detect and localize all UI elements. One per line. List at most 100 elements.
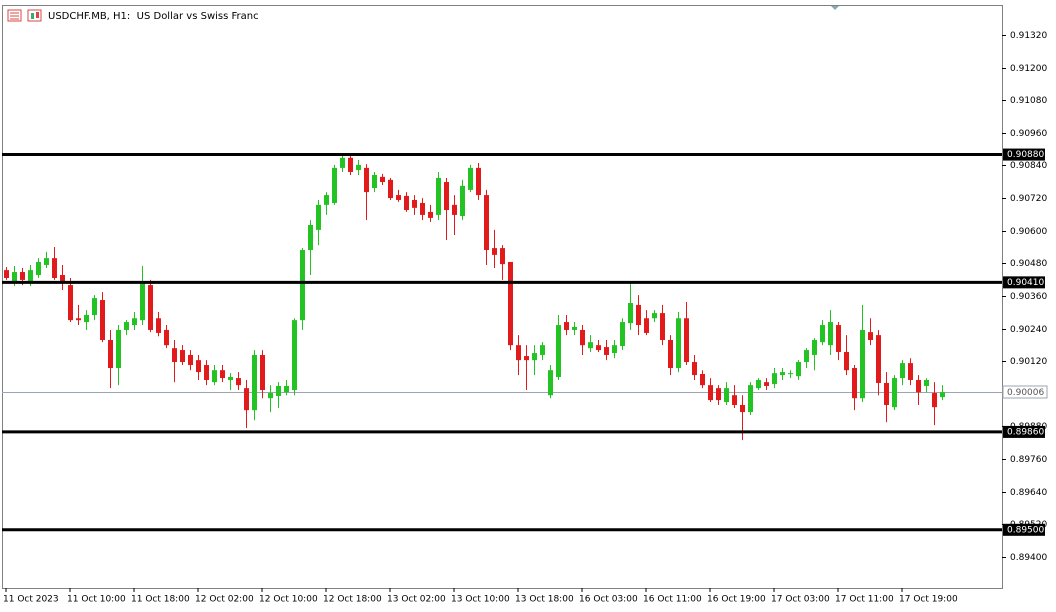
candle-body [404,195,409,211]
x-tick-label: 12 Oct 02:00 [195,595,254,605]
candle-body [220,370,225,379]
candle-body [332,167,337,203]
y-tick-label: 0.89640 [1010,488,1047,498]
y-tick-label: 0.91320 [1010,31,1047,41]
candle-body [324,195,329,205]
candle-body [60,275,65,283]
candle-body [244,388,249,411]
candle-body [628,303,633,324]
candle-body [884,382,889,405]
candle-body [540,345,545,355]
candle-body [756,379,761,389]
candle-body [612,345,617,354]
candle-body [500,248,505,265]
candle-body [596,345,601,351]
candle-body [788,373,793,375]
candle-body [772,373,777,385]
candle-body [588,342,593,349]
y-tick-label: 0.91080 [1010,96,1047,106]
current-price-label: 0.90006 [1007,388,1044,398]
candle-body [44,258,49,265]
candle-body [172,348,177,363]
candle-body [468,167,473,190]
x-tick-label: 11 Oct 10:00 [67,595,126,605]
candle-body [836,325,841,352]
candle-body [900,363,905,379]
candle-body [76,318,81,321]
candle-body [212,370,217,383]
candle-body [356,164,361,171]
candle-body [604,347,609,355]
candle-body [140,283,145,321]
candle-body [828,322,833,346]
candle-body [188,354,193,366]
level-label: 0.89860 [1007,427,1044,437]
candle-body [532,353,537,361]
candle-body [692,362,697,376]
candle-body [436,177,441,215]
candle-body [460,185,465,217]
candle-body [228,376,233,380]
candle-body [428,211,433,218]
candle-body [484,195,489,251]
level-label: 0.89500 [1007,525,1044,535]
candle-body [908,363,913,380]
candle-body [12,272,17,284]
x-tick-label: 13 Oct 02:00 [387,595,446,605]
y-tick-label: 0.90360 [1010,292,1047,302]
candle-body [276,385,281,397]
candle-body [108,340,113,369]
candle-body [180,350,185,363]
candle-body [732,395,737,405]
y-tick-label: 0.90600 [1010,227,1047,237]
candle-body [700,373,705,386]
x-tick-label: 17 Oct 03:00 [771,595,830,605]
candle-body [548,370,553,396]
candle-body [84,314,89,323]
chart-icons [7,9,42,22]
level-label: 0.90880 [1007,150,1044,160]
candle-body [68,285,73,321]
candle-body [492,248,497,255]
x-tick-label: 16 Oct 11:00 [643,595,702,605]
x-tick-label: 13 Oct 10:00 [451,595,510,605]
x-tick-label: 12 Oct 18:00 [323,595,382,605]
candle-body [444,182,449,211]
candle-body [252,354,257,411]
shift-marker [831,6,839,10]
candle-body [4,270,9,279]
candle-body [636,304,641,326]
candle-body [388,179,393,199]
candle-body [28,270,33,282]
candle-body [260,354,265,391]
candle-body [524,356,529,361]
candle-body [316,204,321,230]
candle-body [676,318,681,369]
icon [27,9,42,22]
candle-body [916,379,921,393]
candle-body [508,261,513,346]
candle-body [300,250,305,321]
candle-body [652,313,657,319]
x-tick-label: 13 Oct 18:00 [515,595,574,605]
candle-body [164,329,169,346]
candle-body [452,204,457,215]
candle-body [780,372,785,376]
candle-body [116,329,121,369]
candle-body [796,362,801,377]
x-tick-label: 16 Oct 19:00 [707,595,766,605]
candle-body [196,360,201,373]
candle-body [868,332,873,341]
candle-body [476,167,481,196]
candle-body [764,382,769,386]
candle-body [100,300,105,341]
candle-body [268,393,273,399]
current-price-box [1002,385,1048,399]
candle-body [668,340,673,369]
candle-body [92,298,97,315]
candle-body [412,199,417,208]
candle-body [940,392,945,398]
candle-body [148,285,153,330]
candle-body [812,340,817,355]
